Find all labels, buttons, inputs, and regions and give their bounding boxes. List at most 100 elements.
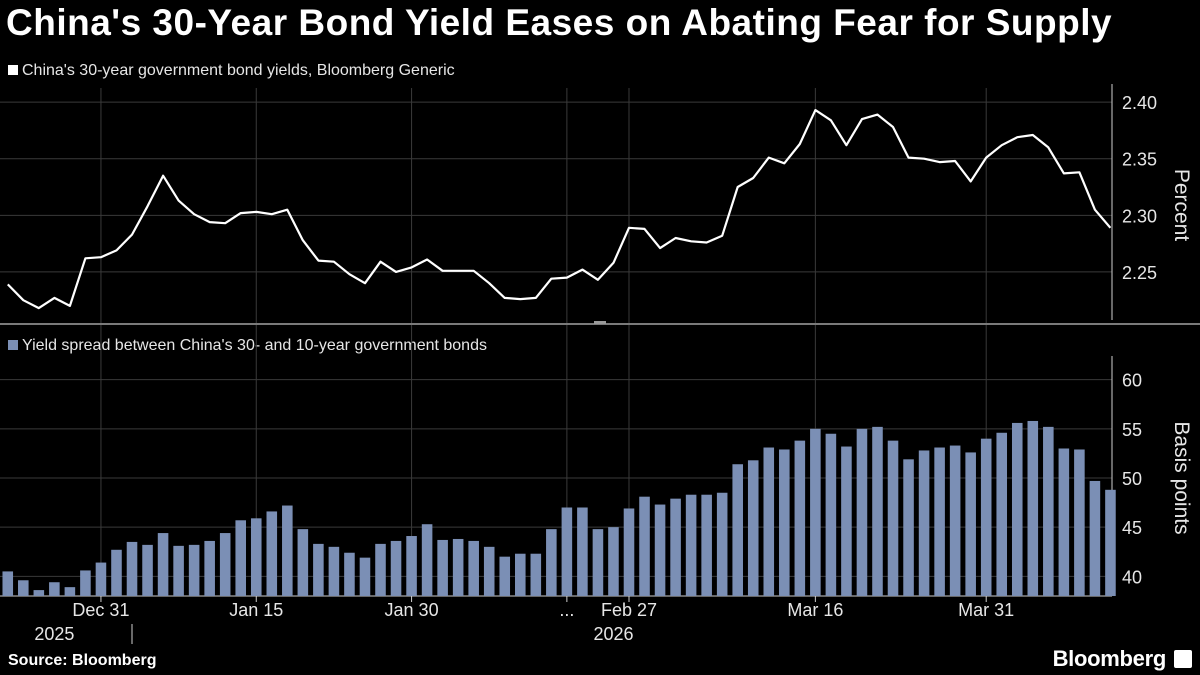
spread-bar: [359, 557, 371, 596]
spread-bar: [841, 446, 852, 596]
spread-bar: [514, 553, 526, 596]
spread-bar: [903, 459, 914, 596]
spread-bar: [250, 518, 262, 596]
y-tick-label-bottom: 55: [1122, 420, 1142, 440]
legend-line-label: China's 30-year government bond yields, …: [22, 62, 455, 79]
spread-bar: [654, 504, 666, 596]
spread-bar: [188, 544, 200, 596]
spread-bar: [639, 496, 650, 596]
spread-bar: [825, 433, 837, 596]
spread-bar: [561, 507, 573, 596]
spread-bar: [685, 494, 697, 596]
bloomberg-mark-icon: [1174, 650, 1192, 668]
spread-bar: [468, 540, 479, 596]
spread-bar: [111, 549, 122, 596]
spread-bar: [1043, 426, 1054, 596]
spread-bar: [437, 539, 448, 596]
spread-bar: [980, 438, 992, 596]
y-tick-label-top: 2.40: [1122, 93, 1157, 113]
spread-bar: [856, 428, 868, 596]
panel-resize-handle: [594, 321, 606, 324]
legend-bars-swatch: [8, 340, 18, 350]
spread-bar: [716, 492, 728, 596]
x-tick-label: Mar 16: [787, 600, 843, 620]
spread-bar: [33, 590, 45, 596]
spread-bar: [592, 529, 604, 596]
spread-bar: [80, 570, 91, 596]
spread-bar: [219, 533, 231, 596]
gridlines: [0, 88, 1112, 596]
spread-bar: [546, 529, 557, 596]
spread-bar: [1089, 480, 1101, 596]
spread-bar: [18, 580, 29, 596]
spread-bar: [204, 540, 215, 596]
spread-bar: [375, 543, 386, 596]
spread-bar: [732, 464, 743, 596]
spread-bar: [126, 541, 138, 596]
x-year-label: 2026: [593, 624, 633, 644]
spread-bar: [1074, 449, 1085, 596]
spread-bar: [577, 507, 588, 596]
spread-bar: [530, 553, 542, 596]
spread-bar: [1105, 489, 1116, 596]
x-year-label: 2025: [34, 624, 74, 644]
y-tick-label-top: 2.30: [1122, 206, 1157, 226]
spread-bar: [949, 445, 961, 596]
x-tick-label: Dec 31: [72, 600, 129, 620]
spread-bar: [608, 527, 619, 596]
x-tick-label: Jan 30: [385, 600, 439, 620]
y-tick-label-bottom: 60: [1122, 371, 1142, 391]
spread-bar: [313, 543, 324, 596]
x-tick-label: Feb 27: [601, 600, 657, 620]
spread-bar: [1058, 448, 1070, 596]
spread-bar: [157, 533, 169, 596]
spread-bar: [328, 546, 340, 596]
yield-line: [7, 109, 1112, 310]
y-tick-label-top: 2.35: [1122, 150, 1157, 170]
bloomberg-logo: Bloomberg: [1052, 646, 1167, 671]
spread-bar: [344, 552, 355, 596]
y-tick-label-bottom: 45: [1122, 518, 1142, 538]
spread-bar: [282, 505, 293, 596]
spread-bar: [763, 447, 775, 596]
x-tick-labels: Dec 31 Jan 15 Jan 30... Feb 27 Mar 16 Mar 31 2…: [34, 596, 1014, 644]
spread-bar: [918, 450, 930, 596]
spread-bar: [794, 440, 806, 596]
spread-bar: [421, 524, 433, 596]
spread-bar: [452, 538, 464, 596]
x-tick-label: ...: [559, 600, 574, 620]
y-tick-label-bottom: 50: [1122, 469, 1142, 489]
spread-bars: [2, 420, 1116, 596]
y-axis-title-percent: Percent: [1170, 169, 1193, 242]
legend-line: China's 30-year government bond yields, …: [8, 62, 455, 80]
spread-bar: [996, 432, 1008, 596]
spread-bar: [390, 540, 402, 596]
spread-bar: [934, 447, 945, 596]
spread-bar: [499, 556, 511, 596]
source-note: Source: Bloomberg: [8, 652, 157, 669]
spread-bar: [266, 511, 278, 596]
x-tick-label: Mar 31: [958, 600, 1014, 620]
spread-bar: [623, 508, 635, 596]
spread-bar: [810, 428, 821, 596]
spread-bar: [483, 546, 495, 596]
y-tick-label-top: 2.25: [1122, 263, 1157, 283]
spread-bar: [2, 571, 14, 596]
spread-bar: [872, 426, 883, 596]
spread-bar: [406, 536, 417, 596]
legend-bars-label: Yield spread between China's 30- and 10-…: [22, 337, 487, 354]
chart-title: China's 30-Year Bond Yield Eases on Abat…: [6, 2, 1113, 43]
spread-bar: [779, 449, 790, 596]
spread-bar: [173, 545, 184, 596]
spread-bar: [965, 452, 976, 596]
legend-bars: Yield spread between China's 30- and 10-…: [8, 337, 487, 355]
y-axis-title-basis-points: Basis points: [1170, 421, 1193, 534]
spread-bar: [235, 520, 247, 596]
y-tick-label-bottom: 40: [1122, 567, 1142, 587]
spread-bar: [64, 587, 76, 596]
spread-bar: [887, 440, 899, 596]
spread-bar: [95, 562, 107, 596]
spread-bar: [670, 498, 681, 596]
spread-bar: [1011, 422, 1023, 596]
